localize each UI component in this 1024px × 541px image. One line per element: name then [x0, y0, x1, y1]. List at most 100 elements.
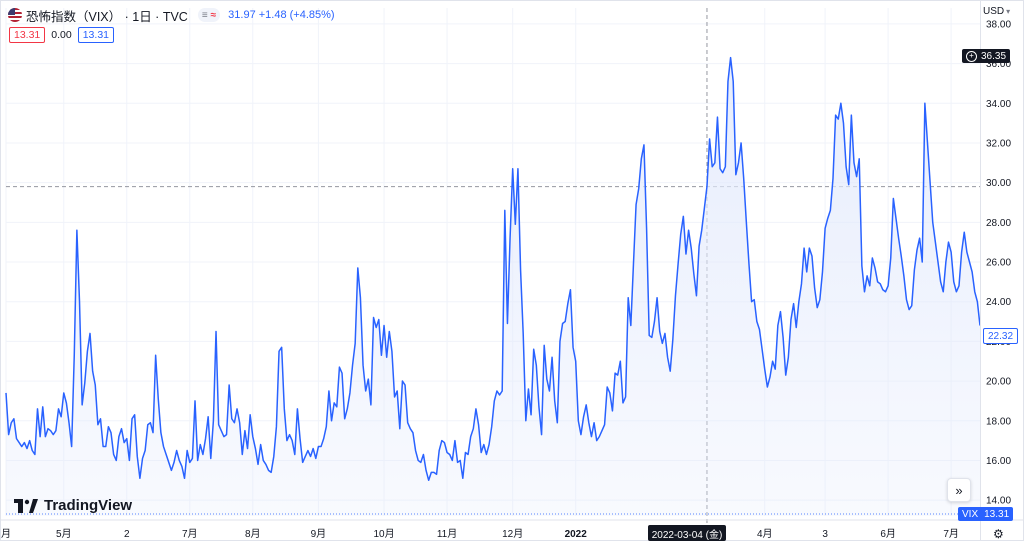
- data-point: [357, 267, 359, 269]
- data-point: [414, 449, 416, 451]
- data-point: [215, 330, 217, 332]
- data-point: [813, 287, 815, 289]
- data-point: [186, 449, 188, 451]
- data-point: [107, 426, 109, 428]
- data-point: [141, 457, 143, 459]
- data-point: [690, 247, 692, 249]
- data-point: [236, 408, 238, 410]
- data-point: [682, 215, 684, 217]
- x-tick-label: 2022: [565, 529, 588, 540]
- data-point: [427, 479, 429, 481]
- data-point: [136, 455, 138, 457]
- data-point: [551, 356, 553, 358]
- y-tick-label: 14.00: [986, 496, 1011, 507]
- data-point: [750, 300, 752, 302]
- data-point: [729, 56, 731, 58]
- data-point: [732, 80, 734, 82]
- currency-selector[interactable]: USD ▾: [983, 6, 1010, 17]
- bid-box[interactable]: 13.31: [9, 27, 46, 43]
- data-point: [102, 445, 104, 447]
- ask-box[interactable]: 13.31: [77, 27, 114, 43]
- data-point: [887, 285, 889, 287]
- data-point: [714, 162, 716, 164]
- data-point: [764, 368, 766, 370]
- data-point: [309, 455, 311, 457]
- data-point: [475, 408, 477, 410]
- plus-circle-icon[interactable]: +: [966, 50, 977, 62]
- data-point: [149, 422, 151, 424]
- symbol-title[interactable]: 恐怖指数（VIX） · 1日 · TVC: [26, 9, 188, 24]
- data-point: [842, 122, 844, 124]
- data-point: [349, 392, 351, 394]
- data-point: [643, 144, 645, 146]
- data-point: [821, 271, 823, 273]
- data-point: [341, 372, 343, 374]
- data-point: [708, 138, 710, 140]
- data-point: [519, 269, 521, 271]
- data-point: [674, 295, 676, 297]
- data-point: [819, 299, 821, 301]
- data-point: [238, 422, 240, 424]
- data-point: [328, 390, 330, 392]
- data-point: [5, 392, 7, 394]
- ohlc-values: 31.97 +1.48 (+4.85%): [228, 9, 335, 21]
- data-point: [47, 427, 49, 429]
- data-point: [246, 447, 248, 449]
- data-point: [585, 404, 587, 406]
- indicator-pill[interactable]: ≡ ≈: [197, 8, 221, 22]
- data-point: [42, 406, 44, 408]
- data-point: [315, 457, 317, 459]
- data-point: [598, 435, 600, 437]
- gear-icon[interactable]: ⚙: [993, 527, 1004, 541]
- data-point: [685, 253, 687, 255]
- y-tick-label: 32.00: [986, 138, 1011, 149]
- data-point: [614, 372, 616, 374]
- data-point: [656, 297, 658, 299]
- data-point: [257, 463, 259, 465]
- data-point: [624, 396, 626, 398]
- data-point: [84, 382, 86, 384]
- data-point: [469, 435, 471, 437]
- tradingview-logo[interactable]: TradingView: [14, 497, 132, 514]
- data-point: [430, 471, 432, 473]
- data-point: [782, 336, 784, 338]
- data-point: [23, 441, 25, 443]
- data-point: [659, 330, 661, 332]
- data-point: [162, 445, 164, 447]
- x-tick-label: 10月: [373, 528, 394, 540]
- data-point: [575, 360, 577, 362]
- data-point: [829, 209, 831, 211]
- data-point: [882, 289, 884, 291]
- data-point: [593, 422, 595, 424]
- data-point: [827, 217, 829, 219]
- data-point: [548, 390, 550, 392]
- data-point: [448, 453, 450, 455]
- vix-value: 13.31: [984, 508, 1010, 520]
- data-point: [853, 162, 855, 164]
- data-point: [89, 332, 91, 334]
- data-point: [496, 390, 498, 392]
- data-point: [422, 453, 424, 455]
- data-point: [960, 251, 962, 253]
- crosshair-price-label[interactable]: + 36.35: [962, 49, 1011, 63]
- data-point: [228, 384, 230, 386]
- data-point: [160, 431, 162, 433]
- data-point: [68, 422, 70, 424]
- scroll-to-realtime-button[interactable]: »: [947, 478, 971, 502]
- data-point: [393, 396, 395, 398]
- data-point: [929, 181, 931, 183]
- data-point: [606, 386, 608, 388]
- data-point: [546, 378, 548, 380]
- data-point: [785, 374, 787, 376]
- data-point: [490, 426, 492, 428]
- data-point: [698, 245, 700, 247]
- data-point: [666, 356, 668, 358]
- data-point: [913, 269, 915, 271]
- data-point: [672, 338, 674, 340]
- data-point: [890, 257, 892, 259]
- data-point: [433, 471, 435, 473]
- data-point: [498, 394, 500, 396]
- data-point: [462, 477, 464, 479]
